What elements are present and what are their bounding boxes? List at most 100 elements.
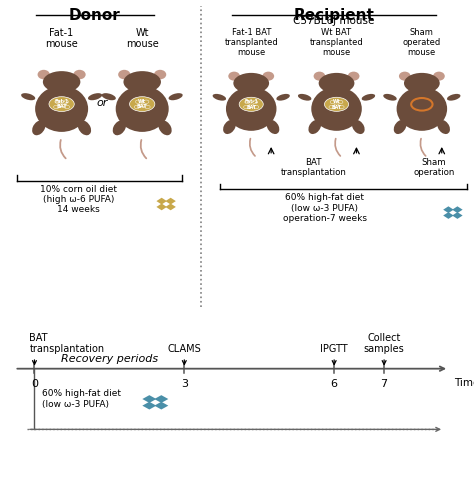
Polygon shape [443, 206, 454, 213]
Polygon shape [443, 212, 454, 219]
FancyArrowPatch shape [420, 138, 426, 156]
Ellipse shape [338, 101, 343, 103]
Ellipse shape [447, 94, 460, 101]
Polygon shape [165, 204, 176, 210]
Text: 3: 3 [181, 379, 188, 389]
Text: Fat-1 BAT
transplanted
mouse: Fat-1 BAT transplanted mouse [224, 28, 278, 57]
Ellipse shape [158, 120, 172, 135]
Ellipse shape [55, 100, 60, 103]
Ellipse shape [37, 70, 50, 80]
Text: Sham
operated
mouse: Sham operated mouse [403, 28, 441, 57]
Text: Donor: Donor [69, 8, 121, 23]
Text: Fat-1
mouse: Fat-1 mouse [45, 28, 78, 49]
Ellipse shape [314, 72, 325, 80]
Ellipse shape [123, 71, 161, 93]
Polygon shape [165, 198, 176, 205]
Ellipse shape [330, 101, 335, 103]
Ellipse shape [118, 70, 130, 80]
Ellipse shape [226, 87, 276, 131]
Ellipse shape [63, 100, 68, 103]
Ellipse shape [267, 120, 279, 134]
Ellipse shape [88, 93, 102, 100]
Ellipse shape [154, 70, 166, 80]
Ellipse shape [362, 94, 375, 101]
Ellipse shape [249, 104, 254, 107]
Polygon shape [452, 212, 463, 219]
Ellipse shape [394, 120, 406, 134]
Ellipse shape [134, 105, 139, 109]
Ellipse shape [239, 97, 263, 111]
Ellipse shape [102, 93, 116, 100]
Text: Collect
samples: Collect samples [364, 333, 404, 354]
Ellipse shape [223, 120, 236, 134]
Text: Sham
operation: Sham operation [413, 158, 455, 177]
Ellipse shape [49, 97, 74, 112]
Ellipse shape [438, 120, 450, 134]
Ellipse shape [244, 105, 249, 109]
Ellipse shape [136, 100, 141, 103]
Text: Fat-1
BAT: Fat-1 BAT [55, 99, 69, 110]
Text: Wt
mouse: Wt mouse [126, 28, 159, 49]
Ellipse shape [348, 72, 359, 80]
Ellipse shape [254, 105, 259, 109]
Ellipse shape [383, 94, 397, 101]
Ellipse shape [399, 72, 410, 80]
Ellipse shape [263, 72, 274, 80]
FancyArrowPatch shape [60, 140, 66, 159]
Text: IPGTT: IPGTT [320, 344, 348, 354]
Ellipse shape [329, 105, 334, 109]
Ellipse shape [339, 105, 344, 109]
Text: Recipient: Recipient [294, 8, 374, 23]
Ellipse shape [433, 72, 445, 80]
Ellipse shape [404, 73, 440, 93]
Ellipse shape [113, 120, 126, 135]
Polygon shape [156, 204, 167, 210]
Text: 10% corn oil diet
(high ω-6 PUFA)
14 weeks: 10% corn oil diet (high ω-6 PUFA) 14 wee… [40, 184, 117, 214]
Ellipse shape [144, 100, 149, 103]
Polygon shape [142, 395, 156, 403]
Text: Time (week): Time (week) [454, 377, 474, 388]
Text: CLAMS: CLAMS [167, 344, 201, 354]
Text: Wt
BAT: Wt BAT [137, 99, 147, 110]
Polygon shape [155, 395, 168, 403]
Ellipse shape [64, 105, 70, 109]
Ellipse shape [352, 120, 365, 134]
Text: Fat-1
BAT: Fat-1 BAT [244, 99, 258, 110]
Ellipse shape [253, 101, 258, 103]
Ellipse shape [78, 120, 91, 135]
Ellipse shape [325, 97, 348, 111]
Ellipse shape [334, 104, 339, 107]
Ellipse shape [319, 73, 355, 93]
FancyArrowPatch shape [250, 138, 255, 156]
Ellipse shape [233, 73, 269, 93]
Ellipse shape [54, 105, 59, 109]
Text: Wt
BAT: Wt BAT [331, 99, 342, 110]
Ellipse shape [397, 87, 447, 131]
Text: 0: 0 [31, 379, 38, 389]
Ellipse shape [245, 101, 250, 103]
Ellipse shape [35, 86, 88, 132]
Text: BAT
transplantation: BAT transplantation [29, 333, 105, 354]
Ellipse shape [139, 103, 145, 107]
Ellipse shape [129, 97, 155, 112]
Text: 6: 6 [331, 379, 337, 389]
Ellipse shape [169, 93, 182, 100]
Polygon shape [452, 206, 463, 213]
Ellipse shape [21, 93, 35, 100]
Ellipse shape [145, 105, 150, 109]
Text: Wt BAT
transplanted
mouse: Wt BAT transplanted mouse [310, 28, 364, 57]
Polygon shape [142, 402, 156, 410]
Ellipse shape [43, 71, 81, 93]
Ellipse shape [59, 103, 64, 107]
Text: or: or [96, 98, 108, 108]
Ellipse shape [228, 72, 240, 80]
Text: BAT
transplantation: BAT transplantation [281, 158, 346, 177]
Polygon shape [156, 198, 167, 205]
Ellipse shape [73, 70, 86, 80]
Ellipse shape [32, 120, 46, 135]
Text: C57BL6J mouse: C57BL6J mouse [293, 16, 375, 26]
Ellipse shape [309, 120, 321, 134]
Ellipse shape [276, 94, 290, 101]
FancyArrowPatch shape [335, 138, 340, 156]
Text: Recovery periods: Recovery periods [61, 354, 158, 364]
